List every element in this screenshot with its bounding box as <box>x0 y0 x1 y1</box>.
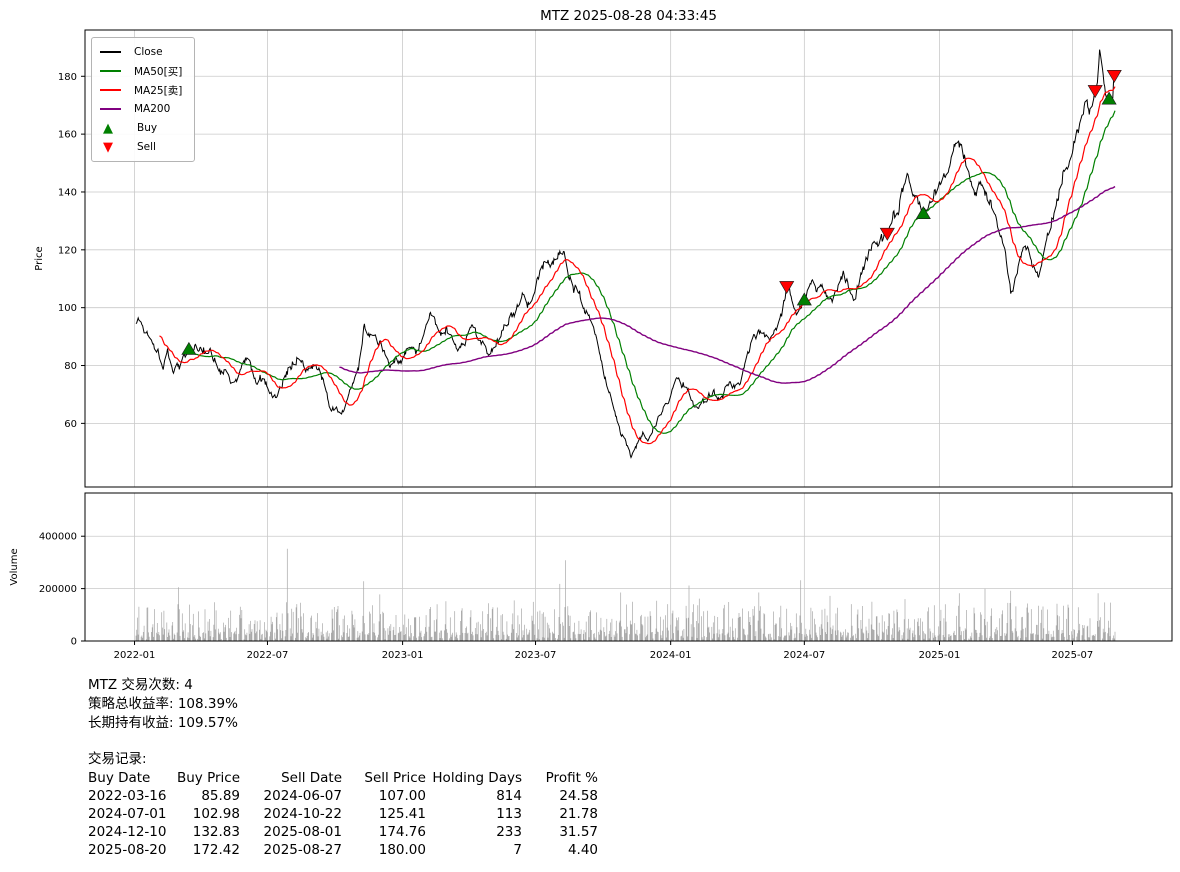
trade-cell: 172.42 <box>192 842 240 858</box>
legend-item-close: Close <box>100 44 182 60</box>
volume-axis-label: Volume <box>9 548 20 585</box>
x-tick-label: 2022-07 <box>247 650 289 661</box>
price-axes-border <box>84 29 1173 488</box>
buy-marker <box>915 206 931 220</box>
trade-cell: 2024-12-10 <box>88 824 167 840</box>
buy-marker <box>181 341 197 355</box>
buy-triangle-up-icon: ▲ <box>103 120 113 136</box>
trade-col-header: Buy Price <box>176 770 240 786</box>
buy-marker <box>796 292 812 306</box>
ma200-line-sample <box>100 108 128 110</box>
x-tick-label: 2024-07 <box>783 650 825 661</box>
volume-tick-label: 200000 <box>39 584 77 595</box>
chart-title: MTZ 2025-08-28 04:33:45 <box>540 8 717 24</box>
price-tick-label: 80 <box>64 361 77 372</box>
trade-col-header: Profit % <box>545 770 598 786</box>
trade-cell: 132.83 <box>192 824 240 840</box>
legend-label: MA25[卖] <box>134 84 183 97</box>
price-tick-label: 100 <box>58 303 77 314</box>
trade-col-header: Holding Days <box>432 770 522 786</box>
legend-item-ma50: MA50[买] <box>100 63 182 79</box>
volume-bars <box>135 548 1116 641</box>
trade-cell: 31.57 <box>559 824 598 840</box>
close-line <box>135 49 1116 459</box>
legend-label: Buy <box>137 122 158 134</box>
legend-label: MA200 <box>134 103 171 115</box>
sell-marker <box>1106 69 1122 83</box>
trade-cell: 180.00 <box>378 842 426 858</box>
price-tick-label: 160 <box>58 130 77 141</box>
ma25-line-swatch <box>100 89 121 91</box>
x-tick-label: 2024-01 <box>650 650 692 661</box>
volume-tick-label: 0 <box>71 637 77 648</box>
sell-marker <box>779 281 795 295</box>
trade-cell: 233 <box>496 824 522 840</box>
legend-item-sell: ▼ Sell <box>100 139 182 155</box>
trade-cell: 2025-08-27 <box>263 842 342 858</box>
ma50-line-sample <box>100 70 128 72</box>
price-tick-label: 120 <box>58 245 77 256</box>
trade-cell: 174.76 <box>378 824 426 840</box>
price-axis-label: Price <box>34 246 45 270</box>
ma25-line <box>159 86 1116 445</box>
price-tick-label: 60 <box>64 419 77 430</box>
sell-marker <box>879 227 895 241</box>
trade-cell: 2024-06-07 <box>263 788 342 804</box>
trade-col-header: Sell Date <box>281 770 342 786</box>
legend-label: Sell <box>137 141 156 153</box>
legend-item-ma25: MA25[卖] <box>100 82 182 98</box>
x-tick-label: 2022-01 <box>114 650 156 661</box>
x-tick-label: 2025-01 <box>919 650 961 661</box>
sell-triangle-down-icon: ▼ <box>103 139 113 155</box>
summary-strategy-return: 策略总收益率: 108.39% <box>88 696 238 712</box>
trade-cell: 24.58 <box>559 788 598 804</box>
trade-cell: 4.40 <box>567 842 598 858</box>
legend-label: MA50[买] <box>134 65 183 78</box>
trade-cell: 21.78 <box>559 806 598 822</box>
report-text-block: MTZ 交易次数: 4 策略总收益率: 108.39% 长期持有收益: 109.… <box>88 676 598 859</box>
trade-col-header: Sell Price <box>364 770 426 786</box>
trade-cell: 814 <box>496 788 522 804</box>
trade-cell: 113 <box>496 806 522 822</box>
price-tick-label: 180 <box>58 72 77 83</box>
volume-tick-label: 400000 <box>39 532 77 543</box>
legend-item-ma200: MA200 <box>100 101 182 117</box>
summary-buyhold-return: 长期持有收益: 109.57% <box>88 715 238 731</box>
chart-legend: Close MA50[买] MA25[卖] MA200 ▲ Buy ▼ Sell <box>91 37 196 162</box>
ma200-line-swatch <box>100 108 121 110</box>
trade-col-header: Buy Date <box>88 770 151 786</box>
ma200-line <box>339 185 1116 384</box>
buy-marker <box>1101 91 1117 105</box>
close-line-swatch <box>100 51 121 53</box>
price-volume-chart: 60 80 100 120 140 160 180 0 200000 400000 2022-01 2… <box>9 8 1173 661</box>
close-line-sample <box>100 51 128 53</box>
trade-cell: 2025-08-20 <box>88 842 167 858</box>
summary-trade-count: MTZ 交易次数: 4 <box>88 677 193 693</box>
ma50-line-swatch <box>100 70 121 72</box>
legend-item-buy: ▲ Buy <box>100 120 182 136</box>
trade-cell: 107.00 <box>378 788 426 804</box>
trade-cell: 2024-10-22 <box>263 806 342 822</box>
x-tick-label: 2023-01 <box>382 650 424 661</box>
trade-cell: 85.89 <box>201 788 240 804</box>
volume-axes-border <box>84 492 1173 642</box>
price-tick-label: 140 <box>58 187 77 198</box>
trade-records-table: Buy Date Buy Price Sell Date Sell Price Hold… <box>88 769 598 859</box>
trade-cell: 2022-03-16 <box>88 788 167 804</box>
trade-cell: 2025-08-01 <box>263 824 342 840</box>
trade-records-title: 交易记录: <box>88 751 147 767</box>
trade-cell: 125.41 <box>378 806 426 822</box>
ma50-line <box>185 110 1116 434</box>
trade-cell: 102.98 <box>192 806 240 822</box>
trade-cell: 2024-07-01 <box>88 806 167 822</box>
ma25-line-sample <box>100 89 128 91</box>
x-tick-label: 2023-07 <box>515 650 557 661</box>
trade-cell: 7 <box>513 842 522 858</box>
legend-label: Close <box>134 46 163 58</box>
x-tick-label: 2025-07 <box>1052 650 1094 661</box>
sell-marker <box>1087 85 1103 99</box>
